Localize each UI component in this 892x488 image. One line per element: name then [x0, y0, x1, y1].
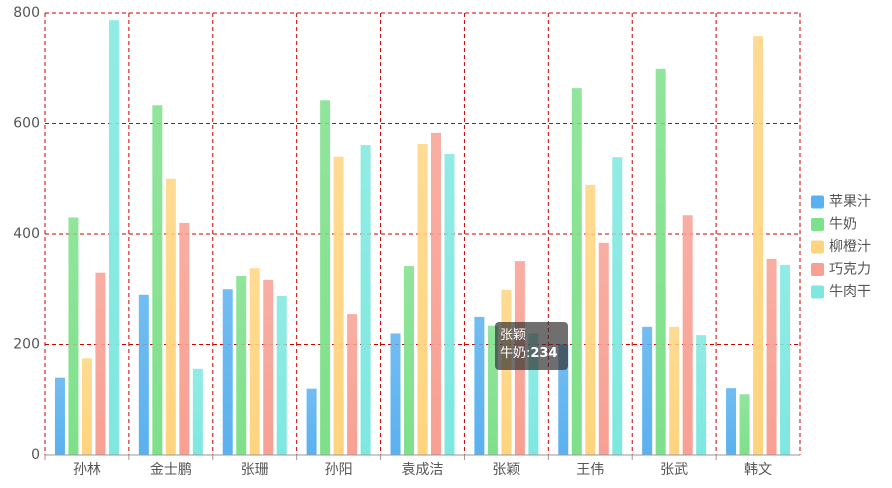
bar — [598, 242, 609, 455]
bar — [417, 143, 428, 455]
bar — [655, 68, 666, 456]
bar — [682, 215, 693, 455]
legend-swatch — [811, 263, 824, 276]
bar — [780, 264, 791, 455]
bar — [236, 275, 247, 455]
legend-label: 柳橙汁 — [829, 238, 871, 255]
bar — [390, 333, 401, 455]
bar — [249, 268, 260, 455]
bar — [138, 294, 149, 455]
bar — [179, 222, 190, 455]
bar — [222, 289, 233, 455]
bar — [766, 258, 777, 455]
legend-label: 牛肉干 — [829, 284, 871, 300]
tooltip: 张颖 牛奶:234 — [495, 322, 568, 370]
bar — [192, 368, 203, 455]
legend-swatch — [811, 285, 824, 299]
bar — [487, 325, 498, 455]
bar — [501, 289, 512, 455]
x-tick-label: 孙阳 — [325, 462, 353, 478]
x-tick-label: 王伟 — [576, 462, 604, 478]
tooltip-title: 张颖 — [500, 328, 527, 343]
bar — [152, 105, 163, 455]
bar — [585, 184, 596, 455]
legend-swatch — [811, 195, 824, 209]
legend-label: 牛奶 — [829, 217, 857, 233]
legend-label: 苹果汁 — [829, 194, 871, 210]
bar — [444, 153, 455, 455]
legend-label: 巧克力 — [829, 262, 871, 278]
y-tick-label: 600 — [13, 116, 40, 132]
x-tick-label: 张武 — [660, 462, 688, 478]
legend-swatch — [811, 218, 824, 231]
bar — [571, 88, 582, 455]
bar — [558, 344, 569, 455]
y-tick-label: 800 — [13, 5, 40, 21]
x-tick-label: 金士鹏 — [150, 462, 192, 478]
bar — [108, 20, 119, 456]
bar — [528, 333, 539, 455]
y-tick-label: 200 — [13, 337, 40, 353]
y-tick-label: 0 — [31, 447, 40, 463]
legend-swatch — [811, 240, 824, 254]
tooltip-row: 牛奶:234 — [500, 345, 563, 363]
bar — [642, 326, 653, 455]
bar — [753, 36, 764, 456]
bar — [474, 316, 485, 455]
bar — [404, 266, 414, 455]
bar — [333, 156, 344, 455]
bar — [612, 157, 623, 455]
tooltip-value: 234 — [530, 346, 558, 361]
bar — [360, 145, 371, 456]
bar — [276, 295, 287, 455]
bar — [696, 335, 707, 455]
bar — [320, 100, 331, 456]
bar — [54, 377, 65, 455]
tooltip-label: 牛奶: — [500, 346, 531, 361]
bar — [739, 394, 750, 455]
bar — [669, 326, 680, 455]
x-tick-label: 袁成洁 — [402, 462, 444, 478]
x-tick-label: 韩文 — [744, 462, 772, 478]
bar — [165, 178, 176, 455]
bar — [306, 388, 317, 455]
bar — [81, 358, 92, 455]
x-tick-label: 孙林 — [73, 462, 101, 478]
bar — [263, 279, 274, 455]
x-tick-label: 张颖 — [492, 462, 520, 478]
bar — [431, 132, 441, 455]
y-tick-label: 400 — [13, 226, 40, 242]
bar — [726, 388, 737, 455]
bar — [68, 217, 79, 455]
bar — [95, 272, 106, 455]
bar — [347, 314, 358, 455]
x-tick-label: 张珊 — [241, 462, 269, 478]
